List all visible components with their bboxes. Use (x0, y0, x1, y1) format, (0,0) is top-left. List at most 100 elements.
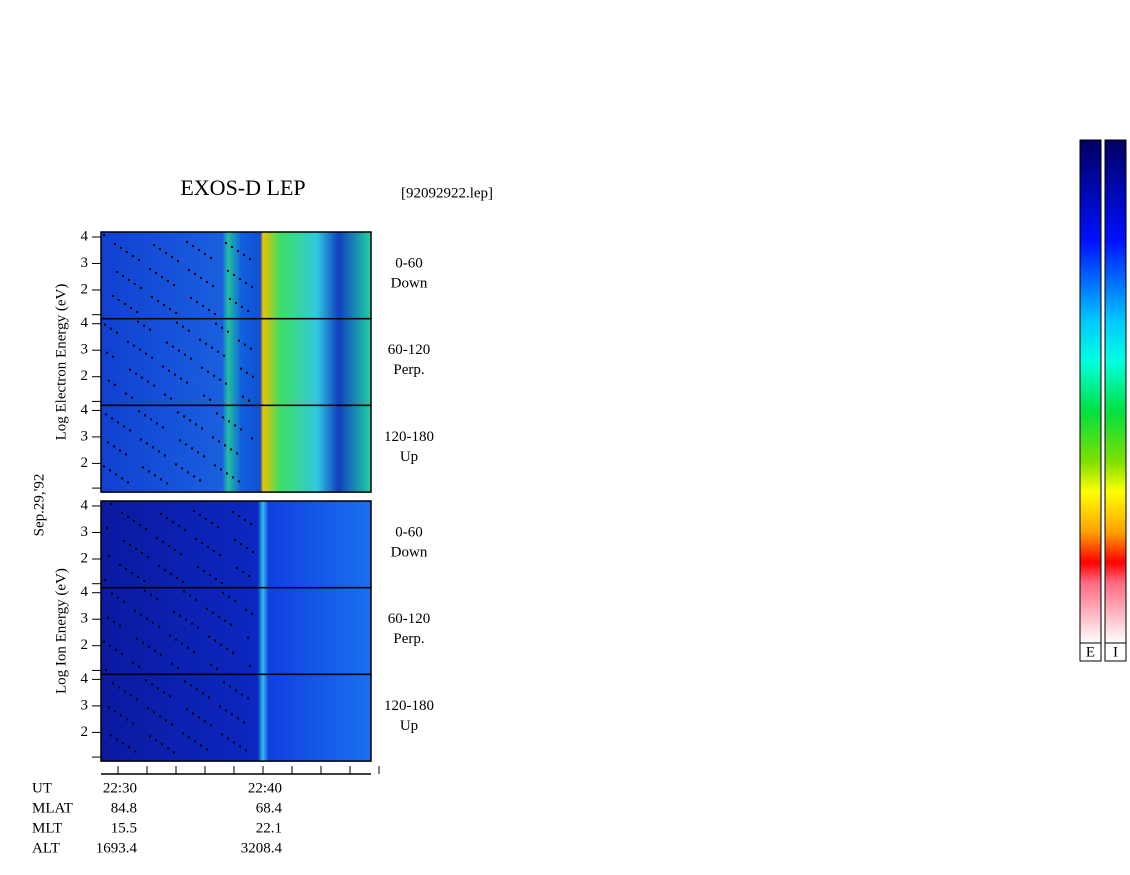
noise (238, 480, 240, 483)
noise (208, 635, 210, 638)
noise (252, 551, 254, 553)
noise (170, 397, 172, 400)
noise (106, 351, 108, 354)
noise (197, 566, 199, 568)
noise (179, 439, 181, 442)
noise (183, 415, 185, 418)
noise (239, 278, 241, 280)
noise (170, 573, 172, 575)
colorbar-label-box (1104, 642, 1127, 662)
noise (118, 686, 120, 689)
noise (174, 549, 176, 551)
noise (141, 376, 143, 379)
noise (157, 300, 159, 302)
noise (198, 249, 200, 251)
spectrogram (100, 317, 372, 407)
direction: Up (400, 718, 418, 734)
y-tick-label: 3 (81, 342, 89, 358)
noise (124, 303, 126, 305)
noise (134, 750, 136, 753)
colorbar-label: E (1086, 644, 1095, 660)
noise (134, 283, 136, 285)
noise (180, 553, 182, 555)
noise (211, 522, 213, 524)
noise (221, 326, 223, 329)
noise (114, 383, 116, 386)
noise (229, 298, 231, 300)
noise (129, 429, 131, 432)
noise (107, 441, 109, 444)
row-label: MLT (32, 820, 62, 836)
noise (205, 518, 207, 520)
noise (121, 652, 123, 655)
spectrogram (100, 404, 372, 493)
noise (140, 613, 142, 616)
noise (237, 717, 239, 720)
pitch-angle: 60-120 (388, 342, 431, 358)
noise (111, 417, 113, 420)
noise (123, 540, 125, 542)
noise (181, 467, 183, 470)
noise (234, 424, 236, 427)
noise (158, 450, 160, 453)
row-value: 84.8 (111, 800, 137, 816)
noise (114, 243, 116, 245)
noise (209, 574, 211, 576)
noise (122, 275, 124, 277)
noise (184, 529, 186, 531)
noise (248, 575, 250, 577)
noise (252, 375, 254, 378)
noise (193, 475, 195, 478)
noise (112, 355, 114, 358)
noise (176, 321, 178, 324)
noise (184, 680, 186, 683)
noise (231, 246, 233, 248)
y-tick-label: 3 (81, 255, 89, 271)
noise (188, 329, 190, 332)
noise (138, 410, 140, 413)
noise (115, 473, 117, 476)
noise (138, 259, 140, 261)
noise (216, 667, 218, 670)
noise (140, 438, 142, 441)
noise (138, 665, 140, 668)
noise (207, 546, 209, 548)
noise (110, 503, 112, 505)
noise (237, 250, 239, 252)
noise (142, 466, 144, 469)
noise (208, 696, 210, 699)
noise (190, 357, 192, 360)
noise (223, 354, 225, 357)
row-label: ALT (32, 840, 60, 856)
noise (171, 662, 173, 665)
noise (210, 257, 212, 259)
noise (203, 394, 205, 397)
noise (147, 556, 149, 558)
noise (154, 474, 156, 477)
noise (183, 590, 185, 593)
noise (137, 320, 139, 323)
noise (163, 304, 165, 306)
noise (169, 634, 171, 637)
noise (215, 578, 217, 580)
noise (227, 330, 229, 333)
noise (241, 693, 243, 696)
noise (132, 722, 134, 725)
noise (145, 352, 147, 355)
noise (198, 716, 200, 719)
noise (166, 482, 168, 485)
noise (250, 347, 252, 350)
file-name: [92092922.lep] (401, 185, 493, 201)
noise (221, 582, 223, 584)
noise (148, 470, 150, 473)
noise (223, 681, 225, 684)
noise (200, 277, 202, 279)
noise (212, 285, 214, 287)
noise (219, 378, 221, 381)
noise (207, 370, 209, 373)
noise (195, 423, 197, 426)
noise (112, 295, 114, 297)
noise (192, 712, 194, 715)
noise (197, 451, 199, 454)
noise (165, 252, 167, 254)
